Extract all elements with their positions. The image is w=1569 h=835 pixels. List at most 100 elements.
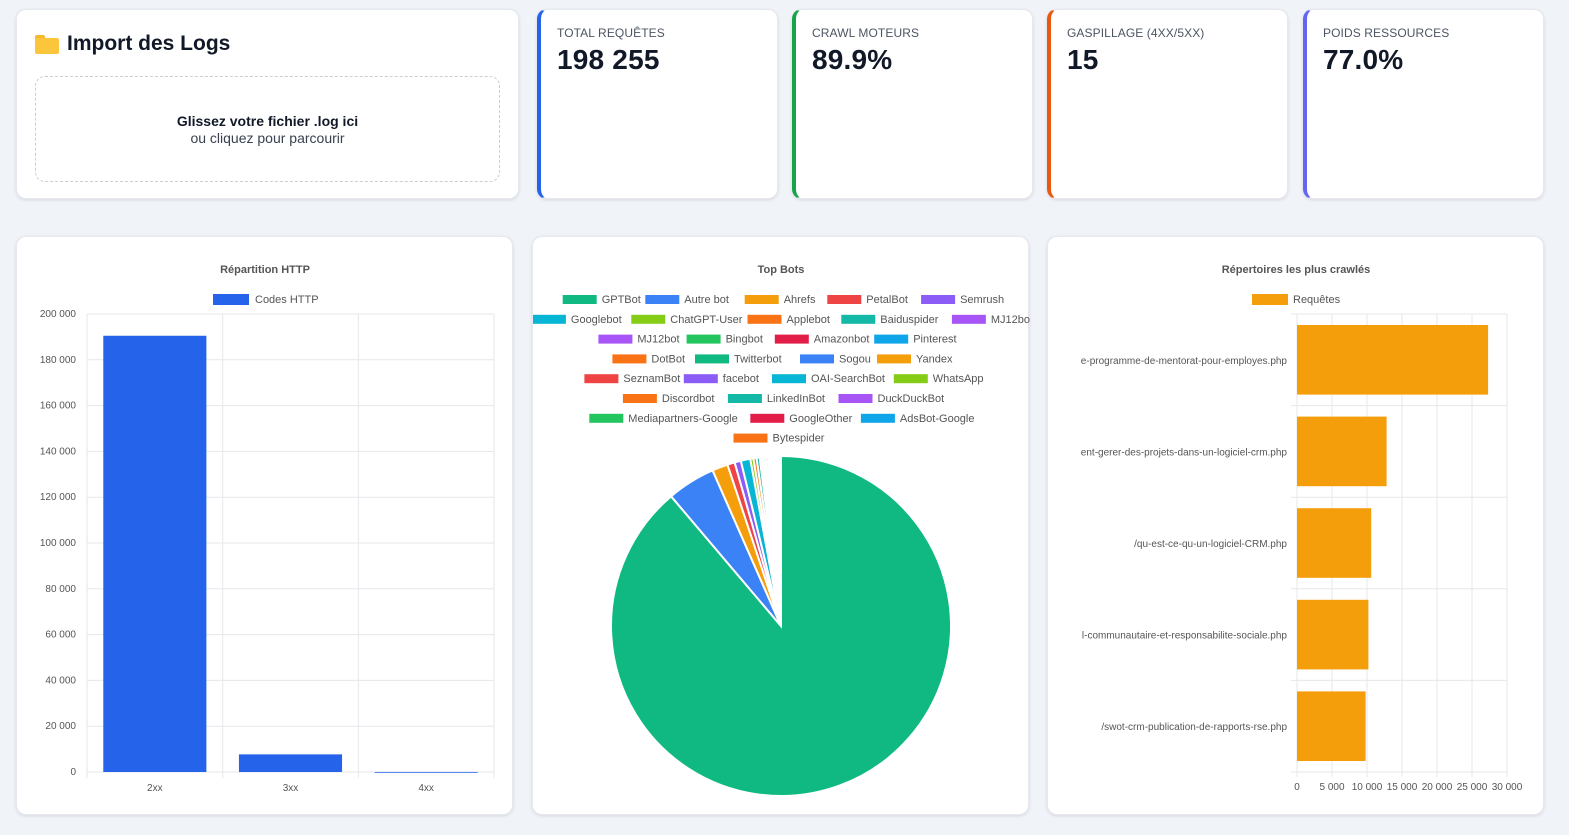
top-directories-chart: Répertoires les plus crawlés Requêtes 0 5 0… [1081,264,1523,793]
x-tick-label: 2xx [147,783,163,794]
y-tick-label: e-programme-de-mentorat-pour-employes.ph… [1081,356,1288,367]
legend-label: DotBot [651,353,685,365]
legend-swatch [877,354,911,364]
legend-swatch [686,334,721,344]
y-tick-label: /swot-crm-publication-de-rapports-rse.ph… [1101,722,1287,733]
legend-swatch [733,433,768,443]
folder-icon [35,34,59,54]
legend-swatch [860,413,895,423]
legend-swatch [622,394,657,403]
legend-label: LinkedInBot [767,393,825,405]
legend-swatch [772,374,806,384]
log-file-dropzone[interactable]: Glissez votre fichier .log ici ou clique… [35,76,500,182]
kpi-resource-weight: POIDS RESSOURCES 77.0% [1303,9,1544,199]
http-status-chart: Répartition HTTP Codes HTTP 0 20 000 40 000 6… [40,264,495,794]
bar-directory [1297,324,1489,395]
legend-swatch [874,334,909,344]
legend-label: Requêtes [1293,294,1341,306]
legend-label: GoogleOther [789,413,852,425]
x-tick-label: 5 000 [1319,782,1344,793]
legend-label: DuckDuckBot [878,393,945,405]
pie-slice-bytespider [779,454,782,627]
legend-label: Sogou [839,353,871,365]
y-tick-label: 40 000 [45,675,76,686]
y-tick-label: l-communautaire-et-responsabilite-social… [1082,631,1288,642]
y-tick-label: 140 000 [40,446,77,457]
legend-swatch [774,334,809,344]
top-directories-chart-card: Répertoires les plus crawlés Requêtes 0 5 0… [1047,236,1544,815]
legend-label: Bytespider [773,433,825,445]
legend-label: Ahrefs [784,294,816,306]
legend-swatch [750,413,785,423]
legend-label: OAI-SearchBot [811,373,885,385]
legend-swatch [683,374,718,384]
dropzone-primary-text: Glissez votre fichier .log ici [176,112,359,129]
legend-swatch [744,295,779,304]
legend-label: MJ12bot [637,334,679,346]
legend-swatch [213,294,249,305]
legend-swatch [533,314,566,324]
legend-label: ChatGPT-User [670,314,742,326]
y-tick-label: 200 000 [40,309,77,320]
legend-label: AdsBot-Google [900,413,975,425]
legend-label: Bingbot [726,334,763,346]
legend-label: Applebot [787,314,830,326]
legend-label: Mediapartners-Google [628,413,737,425]
legend-swatch [727,394,762,403]
bar-4xx [374,771,478,773]
legend-label: Semrush [960,294,1004,306]
x-tick-label: 30 000 [1492,782,1523,793]
legend-swatch [893,374,928,384]
legend-swatch [841,314,876,324]
kpi-value: 198 255 [557,44,660,75]
y-tick-label: 160 000 [40,401,77,412]
chart-title: Répertoires les plus crawlés [1222,264,1371,276]
legend-swatch [645,295,680,304]
legend-swatch [800,354,834,364]
top-bots-chart-card: Top Bots GPTBot Autre bot Ahrefs PetalBot Sem… [532,236,1030,815]
dropzone-secondary-text: ou cliquez pour parcourir [190,129,345,146]
top-bots-chart: Top Bots GPTBot Autre bot Ahrefs PetalBot Sem… [533,264,1030,797]
bar-directory [1297,599,1369,670]
kpi-label: CRAWL MOTEURS [812,26,920,40]
kpi-crawl-engines: CRAWL MOTEURS 89.9% [792,9,1033,199]
legend-swatch [747,314,782,324]
x-tick-label: 0 [1294,782,1300,793]
kpi-total-requests: TOTAL REQUÊTES 198 255 [537,9,778,199]
chart-title: Top Bots [758,264,805,276]
legend-label: MJ12bot [991,314,1030,326]
legend-label: facebot [723,373,759,385]
legend-label: Yandex [916,353,953,365]
bar-2xx [103,335,207,772]
kpi-value: 89.9% [812,44,893,75]
kpi-label: TOTAL REQUÊTES [557,26,665,40]
legend-swatch [589,413,624,423]
import-title: Import des Logs [67,32,231,55]
x-tick-label: 25 000 [1457,782,1488,793]
x-tick-label: 10 000 [1352,782,1383,793]
x-tick-label: 4xx [418,783,434,794]
y-tick-label: 20 000 [45,721,76,732]
y-tick-label: 180 000 [40,355,77,366]
legend-swatch [1252,294,1288,305]
legend-swatch [951,314,986,324]
legend-label: SeznamBot [623,373,680,385]
legend-swatch [838,394,873,403]
legend-swatch [562,295,597,304]
y-tick-label: 80 000 [45,584,76,595]
legend-swatch [584,374,619,384]
y-tick-label: /qu-est-ce-qu-un-logiciel-CRM.php [1134,539,1287,550]
y-tick-label: 120 000 [40,492,77,503]
legend-label: GPTBot [602,294,641,306]
x-tick-label: 15 000 [1387,782,1418,793]
y-tick-label: 0 [70,767,76,778]
legend-label: Googlebot [571,314,622,326]
legend-label: Baiduspider [880,314,938,326]
legend-label: PetalBot [866,294,908,306]
bar-3xx [238,754,343,772]
http-status-chart-card: Répartition HTTP Codes HTTP 0 20 000 40 000 6… [16,236,513,815]
legend-label: Pinterest [913,334,956,346]
y-tick-label: ent-gerer-des-projets-dans-un-logiciel-c… [1081,447,1288,458]
y-tick-label: 60 000 [45,630,76,641]
bar-directory [1297,691,1366,762]
